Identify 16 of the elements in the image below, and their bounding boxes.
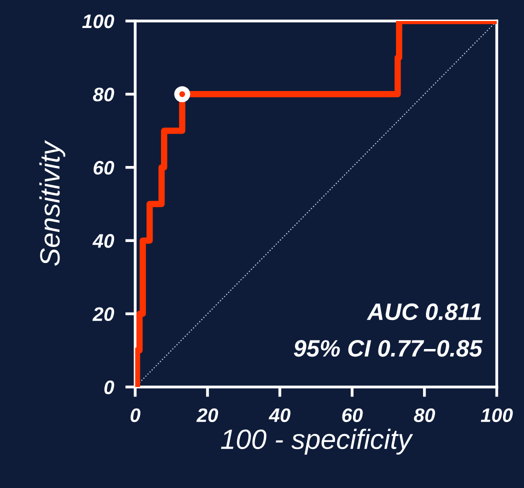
y-tick-label: 0: [104, 380, 114, 394]
y-tick-label: 60: [94, 160, 114, 175]
x-axis-title: 100 - specificity: [220, 428, 414, 455]
x-tick-label: 20: [196, 408, 218, 422]
x-tick-label: 100: [480, 408, 513, 422]
annotation: AUC 0.811: [366, 303, 482, 320]
y-tick-label: 100: [82, 14, 114, 28]
y-tick-label: 20: [92, 307, 114, 322]
x-tick-label: 0: [130, 408, 140, 422]
x-tick-label: 40: [268, 408, 290, 422]
y-axis-title: Sensitivity: [39, 140, 66, 266]
x-tick-label: 80: [414, 408, 436, 422]
annotation: 95% CI 0.77–0.85: [294, 340, 483, 357]
x-tick-label: 60: [342, 408, 363, 422]
y-tick-label: 40: [92, 234, 114, 248]
y-tick-label: 80: [92, 88, 114, 102]
